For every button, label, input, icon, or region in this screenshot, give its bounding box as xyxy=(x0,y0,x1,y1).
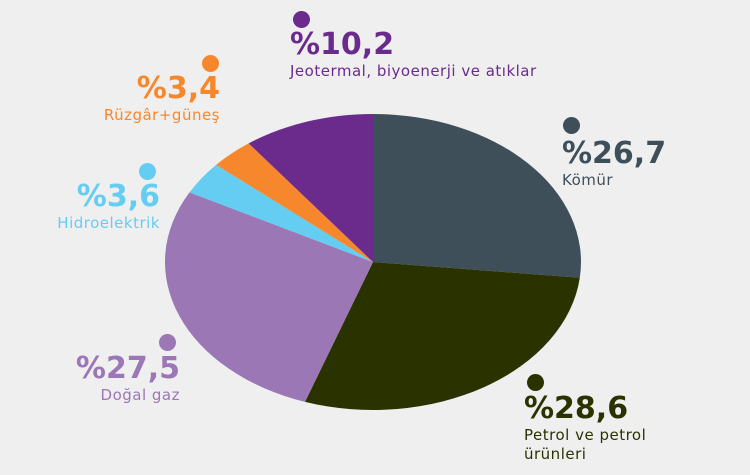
legend-dot xyxy=(202,55,219,72)
legend-dot xyxy=(159,334,176,351)
legend-dot xyxy=(293,11,310,28)
value-label: %3,4 xyxy=(136,71,220,106)
label: %26,7 Kömür xyxy=(562,137,742,190)
legend-dot xyxy=(527,374,544,391)
value-label: %28,6 xyxy=(524,391,629,426)
pie-slice xyxy=(305,262,580,410)
pie-slice xyxy=(216,143,373,262)
label: %10,2 Jeotermal, biyoenerji ve atıklar xyxy=(290,28,550,81)
category-label: Doğal gaz xyxy=(100,386,180,404)
category-label: Rüzgâr+güneş xyxy=(103,106,220,124)
pie-slice xyxy=(189,164,373,262)
category-label: Petrol ve petrol ürünleri xyxy=(524,426,647,463)
category-label: Kömür xyxy=(562,171,614,189)
label: %3,4 Rüzgâr+güneş xyxy=(20,72,220,125)
category-label: Hidroelektrik xyxy=(57,214,160,232)
value-label: %26,7 xyxy=(562,136,667,171)
pie-slice xyxy=(373,114,581,278)
legend-dot xyxy=(139,163,156,180)
legend-dot xyxy=(563,117,580,134)
pie-slice xyxy=(248,114,373,262)
label: %27,5 Doğal gaz xyxy=(20,352,180,405)
value-label: %3,6 xyxy=(76,179,160,214)
label: %28,6 Petrol ve petrol ürünleri xyxy=(524,392,704,464)
value-label: %27,5 xyxy=(75,351,180,386)
category-label: Jeotermal, biyoenerji ve atıklar xyxy=(290,62,537,80)
label: %3,6 Hidroelektrik xyxy=(10,180,160,233)
value-label: %10,2 xyxy=(290,27,395,62)
pie-slice xyxy=(164,192,373,402)
